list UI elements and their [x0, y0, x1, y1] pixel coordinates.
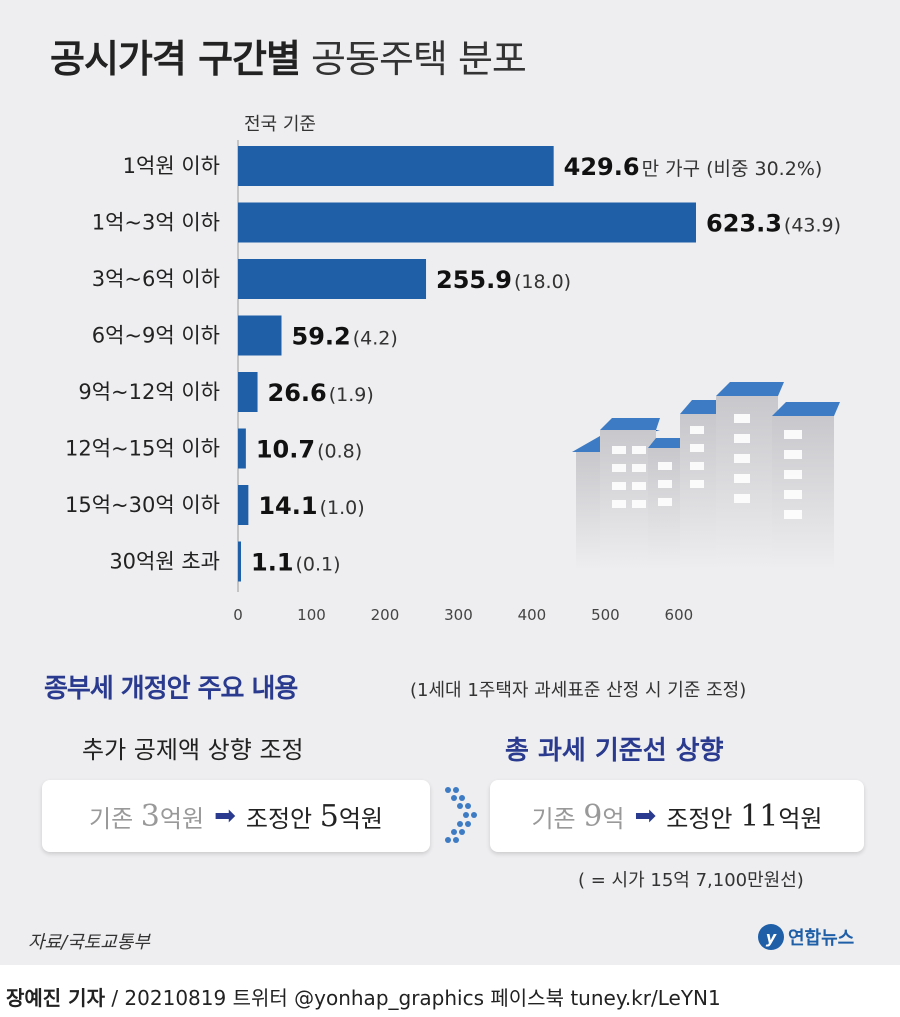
footer: 장예진 기자 / 20210819 트위터 @yonhap_graphics 페… — [6, 982, 721, 1011]
category-label: 6억~9억 이하 — [92, 324, 220, 348]
category-label: 3억~6억 이하 — [92, 267, 220, 291]
bar — [238, 372, 258, 412]
bar — [238, 541, 241, 582]
arrow-right-icon: ➡ — [214, 801, 236, 831]
before-label: 기존 — [531, 804, 576, 833]
source-credit: 자료/국토교통부 — [28, 932, 150, 953]
bar — [238, 485, 249, 525]
value-label: 255.9 (18.0) — [436, 266, 571, 294]
yonhap-logo-icon: y — [758, 924, 784, 950]
bar — [238, 259, 427, 299]
x-tick-label: 500 — [591, 606, 620, 624]
bar — [238, 202, 696, 243]
value-label: 429.6 만 가구 (비중 30.2%) — [564, 153, 823, 181]
bar — [238, 315, 282, 356]
title-bold: 공시가격 구간별 — [50, 37, 301, 81]
after-value: 11 — [740, 798, 779, 834]
category-label: 30억원 초과 — [109, 550, 220, 574]
threshold-change-box: 기존 9 억 ➡ 조정안 11 억원 — [490, 780, 864, 852]
section2-title: 종부세 개정안 주요 내용 — [44, 674, 298, 704]
footer-byline: 장예진 기자 — [6, 986, 105, 1010]
page-title: 공시가격 구간별 공동주택 분포 — [50, 28, 527, 83]
value-label: 10.7 (0.8) — [256, 436, 362, 464]
before-unit: 억원 — [159, 804, 205, 833]
x-tick-label: 400 — [518, 606, 547, 624]
x-tick-label: 200 — [371, 606, 400, 624]
before-value: 9 — [583, 798, 603, 834]
market-price-note: ( = 시가 15억 7,100만원선) — [578, 870, 804, 891]
x-tick-label: 0 — [233, 606, 243, 624]
value-label: 623.3 (43.9) — [706, 210, 841, 238]
left-heading: 추가 공제액 상향 조정 — [82, 736, 304, 764]
category-label: 12억~15억 이하 — [65, 437, 220, 461]
after-label: 조정안 — [245, 804, 313, 833]
category-label: 1억~3억 이하 — [92, 211, 220, 235]
value-label: 59.2 (4.2) — [292, 323, 398, 351]
category-label: 9억~12억 이하 — [78, 380, 220, 404]
footer-rest: / 20210819 트위터 @yonhap_graphics 페이스북 tun… — [104, 986, 721, 1010]
logo-text: 연합뉴스 — [788, 928, 855, 949]
x-tick-label: 100 — [297, 606, 326, 624]
before-label: 기존 — [88, 804, 134, 833]
x-tick-label: 600 — [665, 606, 694, 624]
apartment-buildings-illustration — [572, 382, 840, 570]
after-label: 조정안 — [666, 804, 733, 833]
chevron-dots-icon — [445, 787, 477, 843]
bar — [238, 146, 554, 186]
arrow-right-icon: ➡ — [634, 801, 657, 831]
category-label: 1억원 이하 — [123, 154, 220, 178]
before-unit: 억 — [602, 804, 625, 833]
bar-chart: 1억원 이하 429.6 만 가구 (비중 30.2%) 1억~3억 이하 623.3(… — [65, 140, 841, 624]
after-unit: 억원 — [778, 804, 823, 833]
deduction-change-box: 기존 3 억원 ➡ 조정안 5 억원 — [42, 780, 430, 852]
right-heading: 총 과세 기준선 상향 — [505, 736, 724, 766]
bar — [238, 428, 246, 469]
basis-label: 전국 기준 — [244, 114, 316, 135]
x-tick-label: 300 — [444, 606, 473, 624]
value-label: 26.6 (1.9) — [268, 379, 374, 407]
value-label: 1.1 (0.1) — [251, 549, 341, 577]
section2-note: (1세대 1주택자 과세표준 산정 시 기준 조정) — [410, 680, 747, 701]
yonhap-logo: y 연합뉴스 — [758, 922, 854, 952]
title-normal: 공동주택 분포 — [311, 37, 527, 81]
value-label: 14.1 (1.0) — [258, 492, 364, 520]
category-label: 15억~30억 이하 — [65, 493, 220, 517]
after-value: 5 — [319, 798, 339, 834]
after-unit: 억원 — [338, 804, 384, 833]
before-value: 3 — [140, 798, 160, 834]
